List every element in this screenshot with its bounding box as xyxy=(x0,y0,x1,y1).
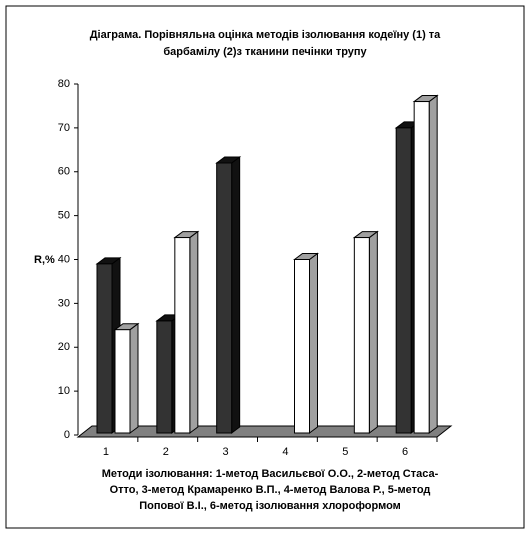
bar xyxy=(156,320,173,434)
bar xyxy=(174,237,191,434)
bar xyxy=(395,127,412,434)
x-tick-label: 3 xyxy=(223,446,229,458)
bar-side xyxy=(428,94,438,434)
bar xyxy=(413,101,430,434)
x-axis-label: Отто, 3-метод Крамаренко В.П., 4-метод В… xyxy=(110,484,431,496)
x-tick-label: 1 xyxy=(103,446,109,458)
y-tick-label: 80 xyxy=(58,78,70,90)
y-tick-label: 40 xyxy=(58,253,70,265)
bar-side xyxy=(309,252,318,434)
y-axis-label: R,% xyxy=(34,254,55,266)
bar xyxy=(294,259,310,434)
bar xyxy=(96,263,113,434)
y-tick-label: 70 xyxy=(58,122,70,134)
bar xyxy=(114,329,131,434)
bar-side xyxy=(231,155,241,434)
y-tick-label: 30 xyxy=(58,297,70,309)
chart-title: барбамілу (2)з тканини печінки трупу xyxy=(163,46,367,58)
chart-frame xyxy=(5,5,525,529)
y-tick-label: 60 xyxy=(58,166,70,178)
x-axis-label: Попової В.І., 6-метод ізолювання хлорофо… xyxy=(139,500,401,512)
bar xyxy=(216,162,233,434)
x-axis-label: Методи ізолювання: 1-метод Васильєвої О.… xyxy=(102,468,439,480)
x-tick-label: 4 xyxy=(282,446,288,458)
y-tick-label: 20 xyxy=(58,341,70,353)
bar xyxy=(353,237,370,434)
bar-side xyxy=(129,322,139,434)
x-tick-label: 5 xyxy=(342,446,348,458)
bar-side xyxy=(189,230,199,434)
x-tick-label: 6 xyxy=(402,446,408,458)
x-tick-label: 2 xyxy=(163,446,169,458)
y-tick-label: 50 xyxy=(58,210,70,222)
y-tick-label: 0 xyxy=(64,429,70,441)
chart-title: Діаграма. Порівняльна оцінка методів ізо… xyxy=(90,29,441,41)
y-tick-label: 10 xyxy=(58,385,70,397)
bar-side xyxy=(368,230,378,434)
